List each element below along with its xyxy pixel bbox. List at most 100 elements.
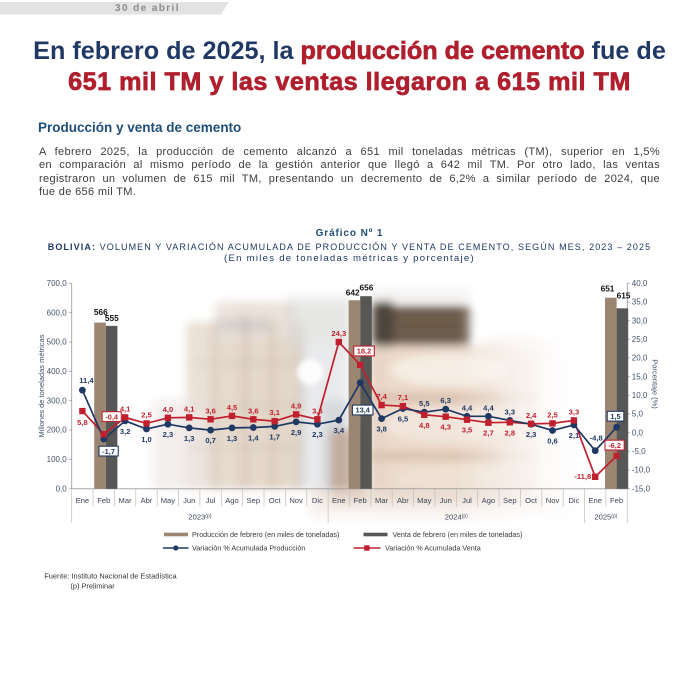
svg-text:3,5: 3,5 — [462, 426, 473, 435]
svg-text:Oct: Oct — [525, 496, 538, 505]
svg-text:3,6: 3,6 — [312, 406, 323, 415]
svg-text:Ago: Ago — [482, 496, 496, 505]
svg-text:4,4: 4,4 — [462, 403, 473, 412]
svg-text:2,9: 2,9 — [291, 428, 302, 437]
svg-text:300,0: 300,0 — [47, 396, 68, 405]
svg-text:11,4: 11,4 — [79, 376, 94, 385]
svg-text:Nov: Nov — [546, 496, 560, 505]
svg-text:100,0: 100,0 — [47, 455, 68, 464]
svg-text:Producción de febrero (en mile: Producción de febrero (en miles de tonel… — [192, 530, 339, 539]
svg-text:13,4: 13,4 — [356, 406, 371, 415]
svg-text:May: May — [161, 496, 176, 505]
svg-text:5,5: 5,5 — [419, 399, 430, 408]
svg-text:7,1: 7,1 — [398, 393, 409, 402]
svg-text:Ene: Ene — [76, 496, 90, 505]
svg-text:0,0: 0,0 — [632, 428, 644, 437]
svg-text:2,3: 2,3 — [312, 430, 323, 439]
svg-text:2,5: 2,5 — [547, 410, 558, 419]
svg-text:1,5: 1,5 — [610, 412, 620, 421]
svg-text:Feb: Feb — [97, 496, 110, 505]
svg-text:2024(p): 2024(p) — [445, 513, 468, 522]
svg-text:615: 615 — [617, 290, 631, 300]
svg-text:Mar: Mar — [119, 496, 133, 505]
svg-text:642: 642 — [346, 288, 360, 298]
svg-text:4,3: 4,3 — [440, 423, 451, 432]
svg-text:Jun: Jun — [183, 496, 195, 505]
svg-text:2023(p): 2023(p) — [188, 513, 211, 522]
svg-text:600,0: 600,0 — [47, 308, 68, 317]
svg-text:1,7: 1,7 — [269, 432, 280, 441]
svg-text:Dic: Dic — [312, 496, 323, 505]
svg-text:Porcentaje (%): Porcentaje (%) — [651, 359, 660, 409]
svg-text:-6,2: -6,2 — [608, 441, 621, 450]
svg-text:-11,8: -11,8 — [574, 472, 591, 481]
svg-text:0,7: 0,7 — [205, 436, 216, 445]
svg-text:3,3: 3,3 — [569, 407, 580, 416]
svg-text:2,7: 2,7 — [483, 429, 494, 438]
svg-text:1,3: 1,3 — [184, 434, 195, 443]
svg-text:4,1: 4,1 — [120, 404, 131, 413]
svg-text:-4,8: -4,8 — [590, 434, 603, 443]
svg-text:2,1: 2,1 — [569, 431, 580, 440]
svg-text:Abr: Abr — [141, 496, 153, 505]
svg-text:15,0: 15,0 — [632, 372, 648, 381]
svg-text:200,0: 200,0 — [47, 426, 68, 435]
svg-text:Mar: Mar — [375, 496, 389, 505]
svg-text:Sep: Sep — [247, 496, 261, 505]
svg-text:25,0: 25,0 — [632, 335, 648, 344]
svg-text:Abr: Abr — [397, 496, 409, 505]
svg-text:566: 566 — [94, 307, 108, 317]
svg-text:400,0: 400,0 — [47, 367, 68, 376]
svg-text:May: May — [417, 496, 432, 505]
svg-text:500,0: 500,0 — [47, 338, 68, 347]
svg-text:0,0: 0,0 — [56, 484, 68, 493]
svg-text:-10,0: -10,0 — [632, 466, 651, 475]
svg-text:Dic: Dic — [568, 496, 579, 505]
svg-text:3,6: 3,6 — [205, 406, 216, 415]
svg-text:24,3: 24,3 — [331, 329, 346, 338]
svg-text:7,4: 7,4 — [376, 392, 387, 401]
svg-text:4,4: 4,4 — [483, 403, 494, 412]
svg-text:30,0: 30,0 — [632, 316, 648, 325]
svg-text:-0,4: -0,4 — [105, 412, 119, 421]
svg-text:1,3: 1,3 — [227, 434, 238, 443]
svg-text:700,0: 700,0 — [47, 279, 68, 288]
svg-text:Ene: Ene — [588, 496, 602, 505]
svg-text:Millones de toneladas métricas: Millones de toneladas métricas — [37, 334, 46, 437]
svg-text:2025(p): 2025(p) — [594, 513, 617, 522]
svg-text:4,9: 4,9 — [291, 401, 302, 410]
svg-text:5,0: 5,0 — [632, 410, 644, 419]
svg-text:-1,7: -1,7 — [102, 447, 115, 456]
svg-text:2,8: 2,8 — [505, 428, 516, 437]
svg-text:Jul: Jul — [206, 496, 216, 505]
svg-text:4,8: 4,8 — [419, 421, 430, 430]
svg-text:40,0: 40,0 — [632, 279, 648, 288]
svg-text:2,4: 2,4 — [526, 411, 537, 420]
svg-text:35,0: 35,0 — [632, 298, 648, 307]
svg-text:6,5: 6,5 — [398, 415, 409, 424]
svg-text:-15,0: -15,0 — [632, 484, 651, 493]
svg-text:5,8: 5,8 — [77, 418, 88, 427]
svg-text:10,0: 10,0 — [632, 391, 648, 400]
svg-text:3,3: 3,3 — [505, 407, 516, 416]
svg-text:Variación % Acumulada Producci: Variación % Acumulada Producción — [192, 544, 305, 553]
svg-text:4,1: 4,1 — [184, 404, 195, 413]
svg-text:Oct: Oct — [269, 496, 282, 505]
svg-text:1,0: 1,0 — [141, 435, 152, 444]
svg-text:Feb: Feb — [610, 496, 623, 505]
svg-text:20,0: 20,0 — [632, 354, 648, 363]
svg-text:18,2: 18,2 — [357, 347, 371, 356]
svg-text:Nov: Nov — [289, 496, 303, 505]
svg-text:3,6: 3,6 — [248, 406, 259, 415]
svg-text:651: 651 — [601, 283, 615, 293]
svg-text:3,8: 3,8 — [376, 425, 387, 434]
svg-text:Fuente: Instituto Nacional de: Fuente: Instituto Nacional de Estadístic… — [44, 571, 177, 580]
svg-text:Ago: Ago — [225, 496, 239, 505]
svg-text:555: 555 — [105, 313, 119, 323]
svg-text:2,3: 2,3 — [526, 430, 537, 439]
svg-text:Feb: Feb — [354, 496, 367, 505]
svg-text:-5,0: -5,0 — [632, 447, 646, 456]
svg-text:Jul: Jul — [462, 496, 472, 505]
svg-text:3,1: 3,1 — [269, 408, 280, 417]
svg-text:Variación % Acumulada Venta: Variación % Acumulada Venta — [385, 544, 481, 553]
